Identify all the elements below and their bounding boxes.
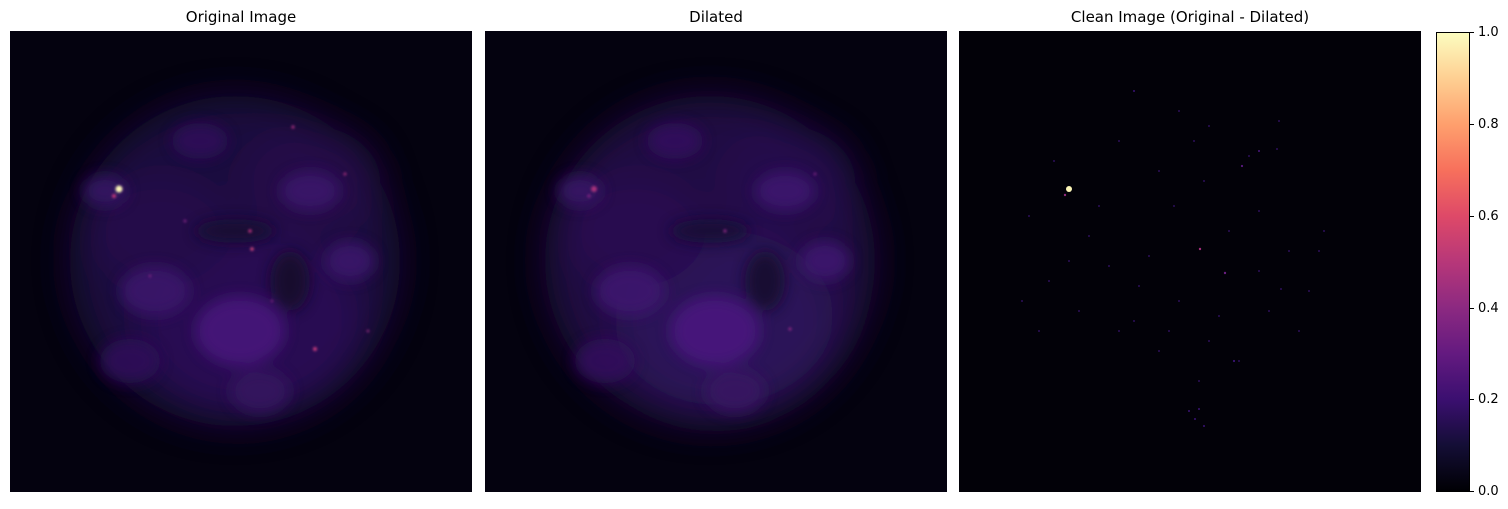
colorbar-tick-label: 0.0 <box>1478 484 1499 499</box>
colorbar-tick <box>1470 308 1474 309</box>
colorbar-tick-label: 0.4 <box>1478 301 1499 316</box>
clean-image-title: Clean Image (Original - Dilated) <box>1070 8 1310 26</box>
colorbar-tick-label: 0.2 <box>1478 392 1499 407</box>
clean-image-panel <box>959 31 1421 492</box>
clean-image <box>959 31 1421 492</box>
dilated-image <box>485 31 947 492</box>
original-image-panel <box>10 31 472 492</box>
original-image-title: Original Image <box>185 8 297 26</box>
colorbar <box>1436 32 1470 492</box>
colorbar-tick-label: 0.6 <box>1478 209 1499 224</box>
colorbar-tick-label: 0.8 <box>1478 117 1499 132</box>
colorbar-tick <box>1470 399 1474 400</box>
dilated-panel <box>485 31 947 492</box>
original-image <box>10 31 472 492</box>
residual-speckles <box>1021 90 1325 427</box>
colorbar-tick <box>1470 32 1474 33</box>
colorbar-tick <box>1470 216 1474 217</box>
dilated-title: Dilated <box>689 8 743 26</box>
colorbar-tick <box>1470 491 1474 492</box>
colorbar-tick <box>1470 124 1474 125</box>
colorbar-tick-label: 1.0 <box>1478 25 1499 40</box>
